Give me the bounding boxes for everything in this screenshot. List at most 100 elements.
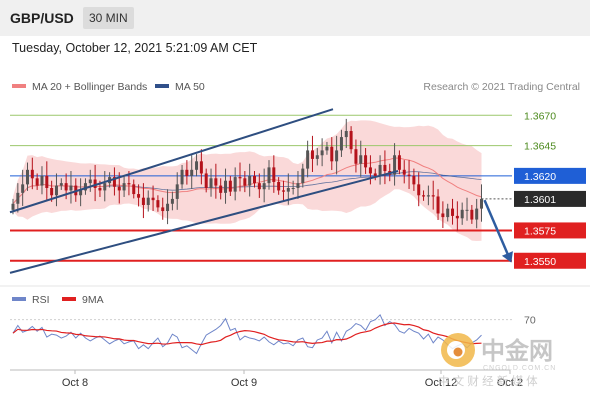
candle-body xyxy=(364,155,368,168)
rsi-line xyxy=(12,313,482,355)
candle-body xyxy=(368,167,372,174)
level-tag-1.3575 xyxy=(514,222,586,239)
candle-body xyxy=(16,192,20,204)
candle-body xyxy=(69,185,73,191)
candle-body xyxy=(141,197,145,205)
candle-body xyxy=(315,155,319,159)
candle-body xyxy=(40,175,44,186)
candle-body xyxy=(378,164,382,176)
rsi-legend-label: RSI xyxy=(32,294,50,306)
x-axis-labels: Oct 8 Oct 9 Oct 12 Oct 2 xyxy=(62,370,523,389)
candle-body xyxy=(175,184,179,199)
watermark-domain: CNGOLD.COM.CN xyxy=(483,365,556,372)
candle-body xyxy=(25,169,29,185)
candle-body xyxy=(272,167,276,182)
candle-body xyxy=(156,200,160,208)
candle-body xyxy=(228,180,232,192)
candle-body xyxy=(354,149,358,164)
candle-body xyxy=(88,179,92,184)
level-label-1.3620: 1.3620 xyxy=(524,171,556,183)
candle-body xyxy=(199,161,203,174)
x-axis-label: Oct 8 xyxy=(62,377,88,389)
candle-body xyxy=(277,181,281,191)
x-axis-label: Oct 2 xyxy=(497,377,523,389)
watermark-tagline: 中 文 财 经 新 媒 体 xyxy=(438,374,538,388)
candle-body xyxy=(335,150,339,162)
forecast-arrow-head xyxy=(501,251,513,263)
credit-text: Research © 2021 Trading Central xyxy=(423,81,580,93)
candle-body xyxy=(407,174,411,176)
candle-body xyxy=(320,150,324,156)
candle-body xyxy=(451,208,455,216)
candle-body xyxy=(286,188,290,192)
candle-body xyxy=(402,169,406,175)
candle-body xyxy=(45,175,49,188)
candle-body xyxy=(112,177,116,187)
candle-body xyxy=(146,197,150,205)
rsi-pane: 70 xyxy=(10,313,536,355)
candle-body xyxy=(253,175,256,184)
candle-body xyxy=(35,178,39,186)
candle-body xyxy=(325,146,329,151)
level-tag-1.3620 xyxy=(514,167,586,184)
candle-body xyxy=(281,190,285,192)
candle-body xyxy=(373,173,377,176)
candle-body xyxy=(132,184,136,195)
level-lines xyxy=(10,114,512,262)
timeframe-badge[interactable]: 30 MIN xyxy=(83,7,134,29)
channel-lower-line xyxy=(9,170,399,274)
x-axis-label: Oct 12 xyxy=(425,377,457,389)
level-label-1.3645: 1.3645 xyxy=(524,141,556,153)
candle-body xyxy=(470,209,474,220)
candle-body xyxy=(267,167,271,184)
candle-body xyxy=(209,178,213,188)
level-label-1.3550: 1.3550 xyxy=(524,256,556,268)
candle-body xyxy=(170,198,174,204)
candle-body xyxy=(98,188,102,191)
candle-body xyxy=(204,173,208,188)
candle-body xyxy=(117,186,121,191)
ma20-legend-swatch xyxy=(12,84,26,88)
candle-body xyxy=(460,209,464,219)
ma50-legend-label: MA 50 xyxy=(175,81,205,93)
candle-body xyxy=(151,197,155,201)
candle-body xyxy=(422,195,426,197)
candle-body xyxy=(475,208,479,220)
candle-body xyxy=(190,169,194,176)
level-label-1.3575: 1.3575 xyxy=(524,225,556,237)
level-label-1.3601: 1.3601 xyxy=(524,194,556,206)
candle-body xyxy=(310,150,314,159)
candle-body xyxy=(339,137,343,151)
candle-body xyxy=(127,183,131,185)
candle-body xyxy=(30,169,34,179)
candle-body xyxy=(166,203,170,212)
watermark-logo: 中金网 CNGOLD.COM.CN 中 文 财 经 新 媒 体 xyxy=(438,333,556,388)
candle-body xyxy=(137,194,141,198)
forecast-arrow xyxy=(483,199,511,258)
candle-body xyxy=(59,183,63,186)
candle-body xyxy=(262,183,266,190)
candle-body xyxy=(257,183,261,190)
candle-body xyxy=(349,131,353,150)
candle-body xyxy=(480,198,484,209)
candle-body xyxy=(50,188,54,196)
candle-body xyxy=(306,150,310,169)
candle-body xyxy=(83,183,87,191)
candle-body xyxy=(330,146,334,162)
level-labels: 1.3670 1.3645 1.3620 1.3601 1.3575 1.3550 xyxy=(514,110,586,269)
candle-body xyxy=(11,203,15,210)
watermark-name: 中金网 xyxy=(481,337,553,365)
candles xyxy=(11,118,484,232)
candle-body xyxy=(431,195,435,197)
candle-body xyxy=(455,215,459,219)
candle-body xyxy=(64,183,68,191)
candle-body xyxy=(238,177,242,179)
bollinger-band xyxy=(13,120,482,242)
candle-body xyxy=(233,177,237,192)
candle-body xyxy=(441,213,445,218)
candle-body xyxy=(417,184,421,196)
candle-body xyxy=(214,178,218,186)
candle-body xyxy=(393,155,397,175)
candle-body xyxy=(465,209,469,211)
